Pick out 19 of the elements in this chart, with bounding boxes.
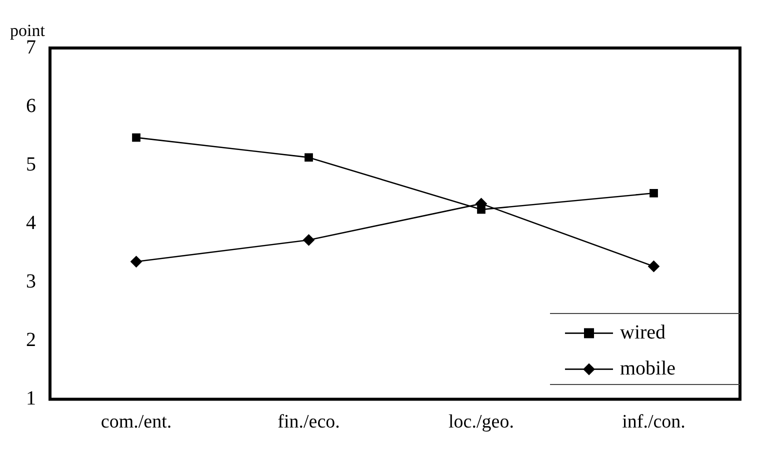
point: [132, 133, 140, 142]
point: [130, 256, 142, 268]
y-tick-label: 3: [26, 270, 36, 292]
x-tick-label: fin./eco.: [278, 412, 340, 433]
y-tick-label: 1: [26, 387, 36, 410]
x-tick-label: inf./con.: [622, 412, 686, 433]
legend-label: wired: [620, 321, 666, 344]
point: [303, 234, 314, 246]
y-tick-label: 5: [26, 153, 36, 176]
y-tick-label: 2: [26, 328, 36, 351]
point: [477, 205, 486, 214]
point: [650, 188, 658, 198]
y-tick-label: 6: [26, 94, 36, 117]
legend-label: mobile: [620, 357, 676, 380]
y-tick-label: 4: [26, 212, 36, 234]
x-tick-label: loc./geo.: [448, 412, 514, 433]
point: [304, 153, 313, 162]
x-tick-label: com./ent.: [100, 412, 172, 433]
point: [648, 260, 660, 272]
